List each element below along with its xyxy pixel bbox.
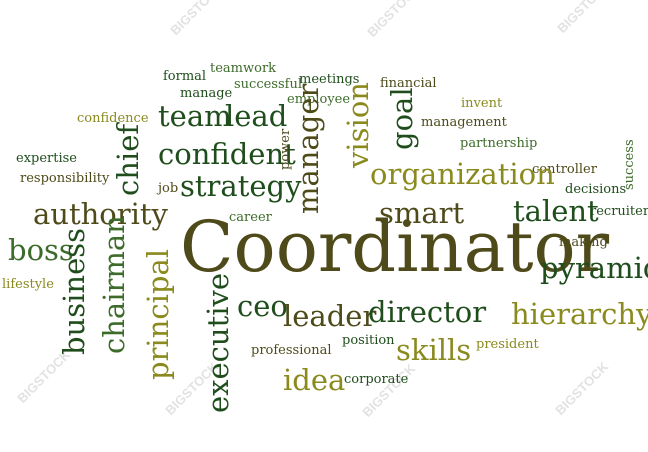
- word-professional: professional: [251, 343, 332, 358]
- word-team: team: [158, 99, 232, 133]
- word-hierarchy: hierarchy: [511, 297, 648, 331]
- word-vision: vision: [341, 82, 375, 168]
- word-financial: financial: [380, 76, 437, 91]
- word-strategy: strategy: [180, 169, 302, 203]
- word-executive: executive: [201, 272, 235, 413]
- word-ceo: ceo: [237, 289, 288, 323]
- word-director: director: [368, 295, 487, 329]
- word-meetings: meetings: [299, 72, 360, 87]
- word-organization: organization: [370, 157, 555, 191]
- word-teamwork: teamwork: [210, 61, 277, 76]
- word-confident: confident: [158, 137, 296, 171]
- watermark: BIGSTOCK: [14, 346, 74, 406]
- word-management: management: [421, 115, 507, 130]
- watermark: BIGSTOCK: [552, 358, 612, 418]
- word-job: job: [158, 181, 179, 196]
- watermark: BIGSTOCK: [554, 0, 614, 36]
- watermark: BIGSTOCK: [359, 360, 419, 420]
- word-making: making: [559, 235, 608, 250]
- word-expertise: expertise: [16, 151, 78, 166]
- word-idea: idea: [283, 363, 346, 397]
- word-corporate: corporate: [344, 372, 409, 387]
- word-authority: authority: [33, 197, 168, 231]
- word-business: business: [57, 227, 91, 355]
- word-invent: invent: [461, 96, 503, 111]
- word-controller: controller: [532, 162, 597, 177]
- word-chairman: chairman: [97, 215, 131, 354]
- word-pyramid: pyramid: [540, 251, 648, 285]
- word-chief: chief: [111, 123, 145, 196]
- word-decisions: decisions: [565, 182, 627, 197]
- watermark: BIGSTOCK: [364, 0, 424, 40]
- word-recruiter: recruiter: [590, 204, 648, 219]
- word-confidence: confidence: [77, 111, 149, 126]
- watermark: BIGSTOCK: [167, 0, 227, 38]
- word-partnership: partnership: [460, 136, 538, 151]
- word-lifestyle: lifestyle: [2, 277, 54, 292]
- word-career: career: [229, 210, 272, 225]
- word-goal: goal: [385, 87, 419, 150]
- word-smart: smart: [379, 196, 465, 230]
- word-boss: boss: [8, 233, 74, 267]
- word-formal: formal: [163, 69, 207, 84]
- word-coordinator: Coordinator: [180, 206, 610, 288]
- word-principal: principal: [141, 248, 175, 380]
- word-responsibility: responsibility: [20, 171, 110, 186]
- word-leader: leader: [283, 299, 377, 333]
- word-employee: employee: [287, 92, 351, 107]
- word-talent: talent: [513, 194, 599, 228]
- word-skills: skills: [396, 333, 472, 367]
- word-lead: lead: [225, 99, 288, 133]
- word-successful: successful: [234, 77, 302, 92]
- word-president: president: [476, 337, 539, 352]
- word-manage: manage: [180, 86, 233, 101]
- word-position: position: [342, 333, 395, 348]
